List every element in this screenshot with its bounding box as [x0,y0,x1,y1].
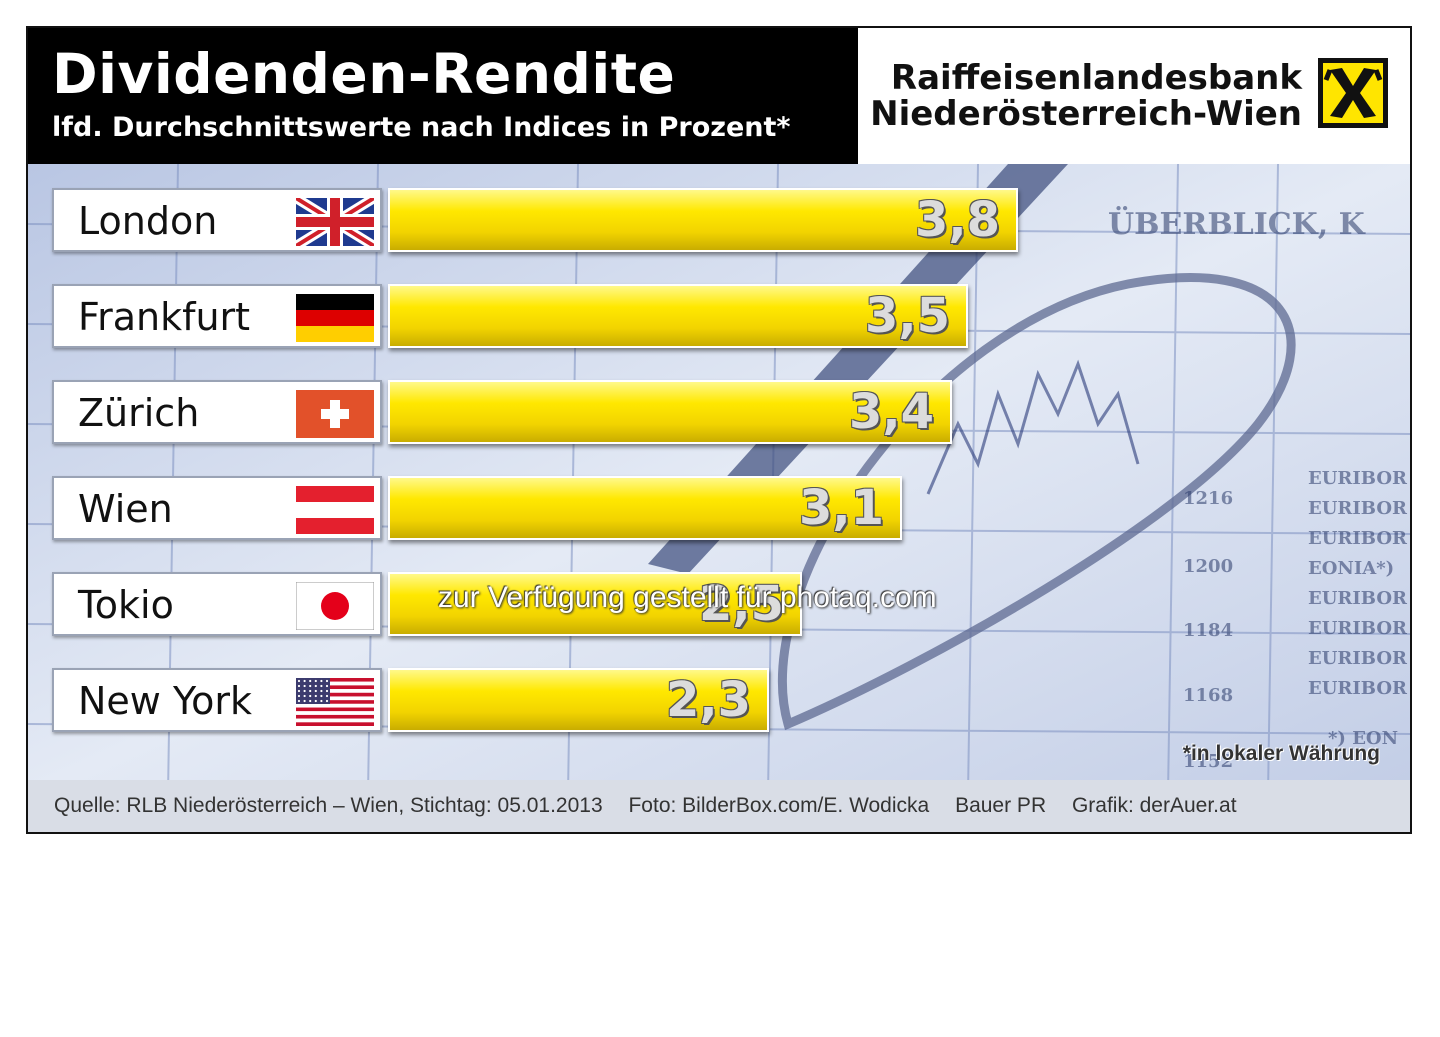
category-label-box: Wien [52,476,382,540]
bar-value-label: 2,5 [698,576,784,632]
svg-text:1152: 1152 [1183,751,1233,772]
chart-subtitle: lfd. Durchschnittswerte nach Indices in … [52,112,791,143]
category-label-box: London [52,188,382,252]
category-label: Frankfurt [78,295,251,339]
footer-credits: Quelle: RLB Niederösterreich – Wien, Sti… [54,794,1257,818]
category-label-box: Tokio [52,572,382,636]
austria-flag-icon [296,486,374,534]
bar-value-label: 3,8 [914,192,1000,248]
footer-photo-credit: Foto: BilderBox.com/E. Wodicka [628,794,930,817]
category-label-box: New York [52,668,382,732]
category-label: Tokio [78,583,174,627]
svg-text:1216: 1216 [1183,488,1233,509]
currency-footnote: *in lokaler Währung [1182,742,1380,765]
bank-logo: Raiffeisenlandesbank Niederösterreich-Wi… [858,28,1410,164]
category-label: Zürich [78,391,200,435]
footer-source: Quelle: RLB Niederösterreich – Wien, Sti… [54,794,603,817]
bank-name-line-2: Niederösterreich-Wien [870,94,1302,134]
svg-text:ÜBERBLICK, K: ÜBERBLICK, K [1108,205,1366,242]
svg-text:EURIBOR: EURIBOR [1308,588,1408,609]
category-label: New York [78,679,253,723]
switzerland-flag-icon [296,390,374,438]
svg-text:1184: 1184 [1183,620,1233,641]
category-label-box: Frankfurt [52,284,382,348]
category-label: Wien [78,487,173,531]
svg-text:EURIBOR: EURIBOR [1308,618,1408,639]
svg-text:EURIBOR: EURIBOR [1308,468,1408,489]
usa-flag-icon [296,678,374,726]
bar-value-label: 3,4 [848,384,934,440]
germany-flag-icon [296,294,374,342]
chart-frame: 1216 1200 1184 1168 1152 *) EON EURIBOR EURI… [26,26,1412,834]
footer-agency: Bauer PR [955,794,1047,817]
category-label-box: Zürich [52,380,382,444]
bar-value-label: 3,5 [864,288,950,344]
bar: 2,5 [388,572,802,636]
title-banner: Dividenden-Rendite lfd. Durchschnittswer… [28,28,858,164]
svg-text:EURIBOR: EURIBOR [1308,528,1408,549]
bar: 3,5 [388,284,968,348]
bar: 2,3 [388,668,769,732]
category-label: London [78,199,218,243]
bar: 3,8 [388,188,1018,252]
bar: 3,1 [388,476,902,540]
svg-text:EURIBOR: EURIBOR [1308,648,1408,669]
bar-value-label: 2,3 [665,672,751,728]
bar-value-label: 3,1 [798,480,884,536]
watermark: zur Verfügung gestellt für photaq.com [438,581,937,614]
raiffeisen-gable-cross-icon [1318,58,1388,128]
japan-flag-icon [296,582,374,630]
bank-name-line-1: Raiffeisenlandesbank [890,58,1302,98]
svg-text:*) EON: *) EON [1328,728,1398,749]
footer-graphic-credit: Grafik: derAuer.at [1071,794,1237,817]
svg-text:EURIBOR: EURIBOR [1308,498,1408,519]
chart-title: Dividenden-Rendite [52,42,676,106]
svg-text:1168: 1168 [1183,685,1233,706]
svg-text:EURIBOR: EURIBOR [1308,678,1408,699]
uk-flag-icon [296,198,374,246]
footer: Quelle: RLB Niederösterreich – Wien, Sti… [28,780,1410,832]
svg-text:EONIA*): EONIA*) [1308,558,1394,579]
bar: 3,4 [388,380,952,444]
svg-text:1200: 1200 [1183,556,1233,577]
